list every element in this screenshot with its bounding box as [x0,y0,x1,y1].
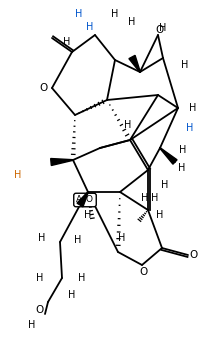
Text: H: H [181,60,189,70]
Text: H: H [36,273,44,283]
Text: H: H [78,273,86,283]
Text: AcO: AcO [76,195,94,204]
Text: H: H [124,120,132,130]
Text: H: H [14,170,22,180]
Text: H: H [161,180,169,190]
Text: H: H [111,9,119,19]
Text: H: H [159,23,167,33]
Polygon shape [51,159,73,166]
Text: H: H [189,103,197,113]
Text: O: O [189,250,197,260]
Text: H: H [151,193,159,203]
Text: H: H [38,233,46,243]
Text: O: O [36,305,44,315]
Text: H: H [68,290,76,300]
Text: H: H [128,17,136,27]
Text: H: H [75,9,83,19]
Text: H: H [186,123,194,133]
Text: H: H [156,210,164,220]
Text: H: H [86,22,94,32]
Text: O: O [40,83,48,93]
Text: H: H [74,235,82,245]
Polygon shape [77,192,88,207]
Text: H: H [63,37,71,47]
Text: H: H [178,163,186,173]
Text: O: O [155,25,163,35]
Text: H: H [28,320,36,330]
Text: H: H [84,210,92,220]
Polygon shape [129,55,140,72]
Polygon shape [160,148,177,164]
Text: H: H [118,233,126,243]
Text: H: H [141,193,149,203]
Text: O: O [140,267,148,277]
Text: H: H [179,145,187,155]
